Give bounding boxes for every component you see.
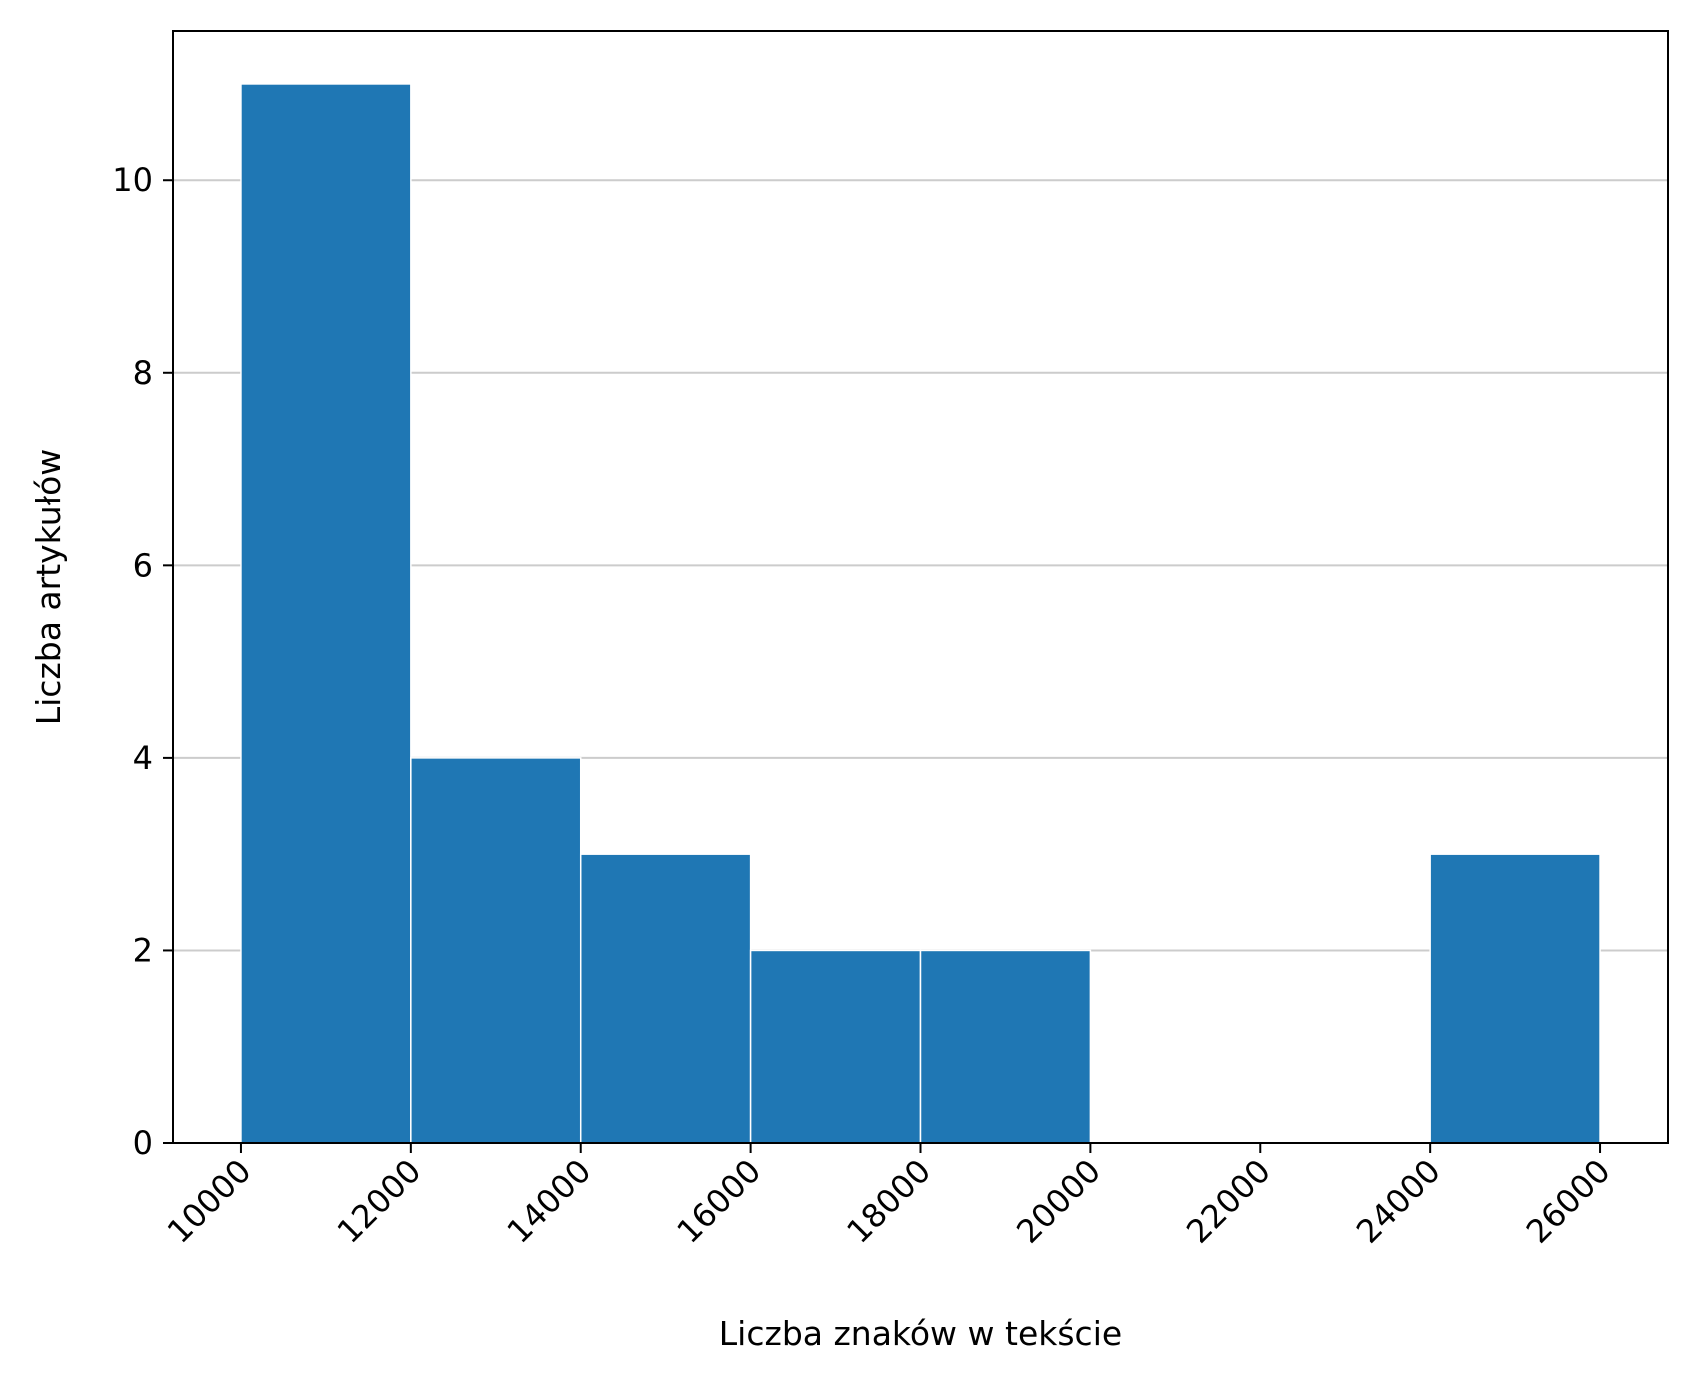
y-axis-ticks: 0 2 4 6 8 10 <box>112 161 173 1162</box>
y-tick-label: 4 <box>133 739 153 777</box>
histogram-bar <box>579 853 752 1144</box>
y-tick-label: 8 <box>133 354 153 392</box>
y-tick-label: 2 <box>133 931 153 969</box>
x-axis-label: Liczba znaków w tekście <box>719 1314 1122 1353</box>
histogram-bar <box>1429 853 1601 1144</box>
y-axis-label: Liczba artykułów <box>29 449 68 726</box>
histogram-bar <box>240 83 412 1144</box>
y-tick-label: 10 <box>112 161 153 199</box>
y-tick-label: 0 <box>133 1124 153 1162</box>
histogram-bar <box>410 757 582 1144</box>
y-tick-label: 6 <box>133 546 153 584</box>
histogram-bars <box>240 83 1601 1144</box>
histogram-bar <box>919 949 1092 1144</box>
histogram-bar <box>749 949 922 1144</box>
